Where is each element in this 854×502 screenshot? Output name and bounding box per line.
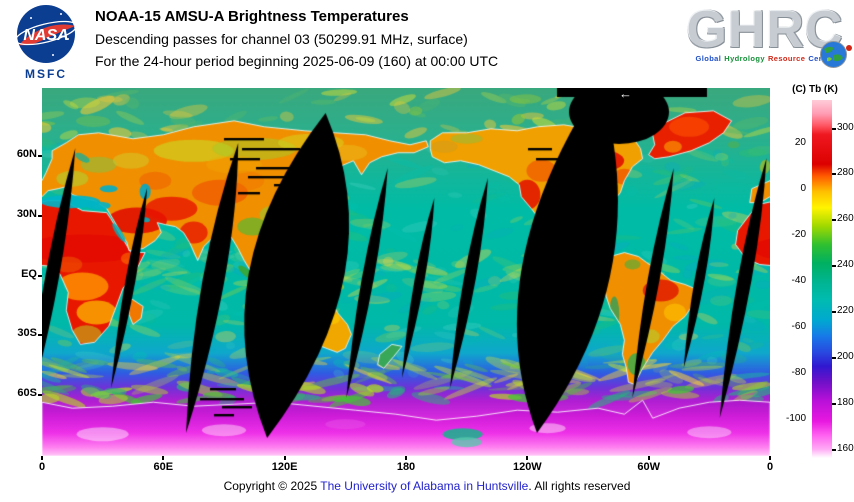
footer: Copyright © 2025 The University of Alaba… [0,479,854,493]
kelvin-tickmark-icon [832,311,836,314]
kelvin-tickmark-icon [832,448,836,451]
lon-tickmark-icon [162,456,165,460]
title-block: NOAA-15 AMSU-A Brightness Temperatures D… [95,8,498,69]
lon-tickmark-icon [647,456,650,460]
nasa-wordmark: NASA [23,27,68,44]
lon-tick-label: 60W [637,461,660,473]
kelvin-tick-label: 160 [837,442,854,454]
lon-tickmark-icon [405,456,407,460]
copyright-suffix: . All rights reserved [528,479,631,493]
lon-tick-label: 60E [153,461,174,473]
celsius-tick-label: 20 [794,137,806,149]
brightness-temperature-map-image [42,88,770,456]
page-subtitle-period: For the 24-hour period beginning 2025-06… [95,53,499,69]
lon-tickmark-icon [283,456,286,460]
lon-tickmark-icon [526,456,529,460]
kelvin-tick-label: 240 [837,259,854,271]
msfc-label: MSFC [25,67,67,81]
kelvin-tickmark-icon [832,402,836,405]
lat-tick-label: EQ [21,267,37,280]
lat-tickmark-icon [38,394,42,397]
university-link[interactable]: The University of Alabama in Huntsville [320,479,529,493]
kelvin-tickmark-icon [832,127,836,130]
kelvin-tickmark-icon [832,357,836,360]
lon-tick-label: 0 [766,461,774,473]
copyright-prefix: Copyright © 2025 [223,479,321,493]
ghrc-tagline-word: Global [695,54,722,63]
ghrc-tagline-word: Resource [767,54,806,63]
celsius-tick-label: -100 [785,412,806,424]
celsius-tick-label: -80 [791,366,806,378]
kelvin-tick-label: 180 [837,396,854,408]
kelvin-tick-label: 300 [837,121,854,133]
lon-tickmark-icon [769,456,771,460]
kelvin-tickmark-icon [832,265,836,268]
map-left-arrow-icon: ← [619,86,632,101]
colorbar-gradient [812,100,832,458]
lon-tick-label: 0 [38,461,46,473]
lat-tick-label: 60S [17,387,37,400]
lon-tick-label: 120E [271,461,298,473]
lat-tickmark-icon [38,154,42,157]
page-subtitle-channel: Descending passes for channel 03 (50299.… [95,31,468,47]
ghrc-letters: GHR [686,1,805,59]
lat-tickmark-icon [38,274,42,277]
ghrc-logo[interactable]: GHRC GlobalHydrologyResourceCenter [680,1,852,68]
celsius-tick-label: -20 [791,229,806,241]
lat-tickmark-icon [38,214,42,217]
kelvin-tick-label: 280 [837,167,854,179]
celsius-tick-label: 0 [800,183,806,195]
ghrc-globe-icon [819,23,847,79]
lat-tick-label: 30S [17,327,37,340]
lat-tickmark-icon [38,334,42,337]
lon-tick-label: 180 [396,461,416,473]
celsius-tick-label: -40 [791,274,806,286]
colorbar-kelvin-unit: Tb (K) [809,84,838,95]
ghrc-red-dot-icon [845,45,852,51]
celsius-tick-label: -60 [791,320,806,332]
colorbar-celsius-unit: (C) [792,84,806,95]
kelvin-tickmark-icon [832,219,836,222]
kelvin-tickmark-icon [832,173,836,176]
ghrc-tagline-word: Hydrology [724,54,765,63]
lon-tickmark-icon [41,456,43,460]
nasa-logo[interactable]: NASA MSFC [10,3,82,81]
lat-tick-label: 60N [16,147,37,160]
map-area: ← [42,86,770,456]
ghrc-acronym: GHRC [686,1,852,68]
lat-tick-label: 30N [16,207,37,220]
lon-tick-label: 120W [512,461,542,473]
kelvin-tick-label: 260 [837,213,854,225]
kelvin-tick-label: 220 [837,305,854,317]
page-title: NOAA-15 AMSU-A Brightness Temperatures [95,8,409,25]
kelvin-tick-label: 200 [837,351,854,363]
nasa-insignia-icon: NASA [15,5,77,63]
